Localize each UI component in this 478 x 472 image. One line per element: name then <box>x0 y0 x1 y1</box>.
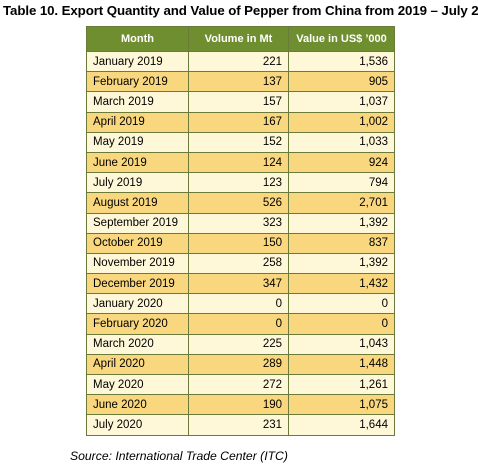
volume-cell: 258 <box>188 252 289 275</box>
table-row: January 2020 0 0 <box>86 293 395 315</box>
volume-cell: 190 <box>188 394 289 416</box>
header-month: Month <box>86 26 189 52</box>
month-cell: March 2019 <box>86 91 189 113</box>
table-row: March 2020 225 1,043 <box>86 333 395 355</box>
value-cell: 1,392 <box>288 252 395 275</box>
volume-cell: 289 <box>188 353 289 376</box>
month-cell: March 2020 <box>86 333 189 355</box>
table-row: May 2020 272 1,261 <box>86 373 395 396</box>
month-cell: January 2020 <box>86 293 189 315</box>
volume-cell: 225 <box>188 333 289 355</box>
volume-cell: 272 <box>188 373 289 396</box>
table-row: January 2019 221 1,536 <box>86 50 395 73</box>
table-row: February 2020 0 0 <box>86 313 395 335</box>
volume-cell: 124 <box>188 151 289 174</box>
month-cell: August 2019 <box>86 192 189 214</box>
month-cell: May 2019 <box>86 131 189 153</box>
header-volume: Volume in Mt <box>188 26 289 52</box>
volume-cell: 167 <box>188 111 289 133</box>
month-cell: April 2020 <box>86 353 189 376</box>
value-cell: 1,261 <box>288 373 395 396</box>
value-cell: 924 <box>288 151 395 174</box>
month-cell: May 2020 <box>86 373 189 396</box>
table-row: October 2019 150 837 <box>86 232 395 254</box>
month-cell: July 2019 <box>86 172 189 194</box>
volume-cell: 137 <box>188 71 289 93</box>
value-cell: 0 <box>288 313 395 335</box>
volume-cell: 526 <box>188 192 289 214</box>
value-cell: 1,037 <box>288 91 395 113</box>
table-row: February 2019 137 905 <box>86 71 395 93</box>
source-note: Source: International Trade Center (ITC) <box>70 449 288 463</box>
table-row: November 2019 258 1,392 <box>86 252 395 275</box>
volume-cell: 123 <box>188 172 289 194</box>
value-cell: 1,043 <box>288 333 395 355</box>
month-cell: June 2019 <box>86 151 189 174</box>
value-cell: 1,536 <box>288 50 395 73</box>
table-row: August 2019 526 2,701 <box>86 192 395 214</box>
table-row: March 2019 157 1,037 <box>86 91 395 113</box>
table-row: April 2020 289 1,448 <box>86 353 395 376</box>
value-cell: 1,002 <box>288 111 395 133</box>
value-cell: 905 <box>288 71 395 93</box>
table-row: May 2019 152 1,033 <box>86 131 395 153</box>
month-cell: July 2020 <box>86 414 189 436</box>
header-row: Month Volume in Mt Value in US$ ’000 <box>86 26 395 52</box>
month-cell: September 2019 <box>86 212 189 234</box>
volume-cell: 157 <box>188 91 289 113</box>
volume-cell: 0 <box>188 293 289 315</box>
value-cell: 794 <box>288 172 395 194</box>
volume-cell: 150 <box>188 232 289 254</box>
month-cell: October 2019 <box>86 232 189 254</box>
month-cell: February 2020 <box>86 313 189 335</box>
table-row: July 2019 123 794 <box>86 172 395 194</box>
value-cell: 1,432 <box>288 273 395 295</box>
volume-cell: 221 <box>188 50 289 73</box>
month-cell: February 2019 <box>86 71 189 93</box>
volume-cell: 0 <box>188 313 289 335</box>
month-cell: April 2019 <box>86 111 189 133</box>
month-cell: January 2019 <box>86 50 189 73</box>
value-cell: 1,448 <box>288 353 395 376</box>
table-row: December 2019 347 1,432 <box>86 273 395 295</box>
month-cell: December 2019 <box>86 273 189 295</box>
value-cell: 1,075 <box>288 394 395 416</box>
volume-cell: 152 <box>188 131 289 153</box>
value-cell: 1,644 <box>288 414 395 436</box>
table-body: January 2019 221 1,536 February 2019 137 905 M… <box>86 50 395 436</box>
month-cell: June 2020 <box>86 394 189 416</box>
table-row: June 2019 124 924 <box>86 151 395 174</box>
value-cell: 1,033 <box>288 131 395 153</box>
value-cell: 837 <box>288 232 395 254</box>
table-title: Table 10. Export Quantity and Value of P… <box>3 3 478 18</box>
volume-cell: 231 <box>188 414 289 436</box>
value-cell: 0 <box>288 293 395 315</box>
volume-cell: 347 <box>188 273 289 295</box>
volume-cell: 323 <box>188 212 289 234</box>
export-table: Month Volume in Mt Value in US$ ’000 Jan… <box>86 26 395 436</box>
month-cell: November 2019 <box>86 252 189 275</box>
value-cell: 2,701 <box>288 192 395 214</box>
table-row: July 2020 231 1,644 <box>86 414 395 436</box>
header-value: Value in US$ ’000 <box>288 26 395 52</box>
table-row: September 2019 323 1,392 <box>86 212 395 234</box>
value-cell: 1,392 <box>288 212 395 234</box>
table-row: June 2020 190 1,075 <box>86 394 395 416</box>
table-row: April 2019 167 1,002 <box>86 111 395 133</box>
